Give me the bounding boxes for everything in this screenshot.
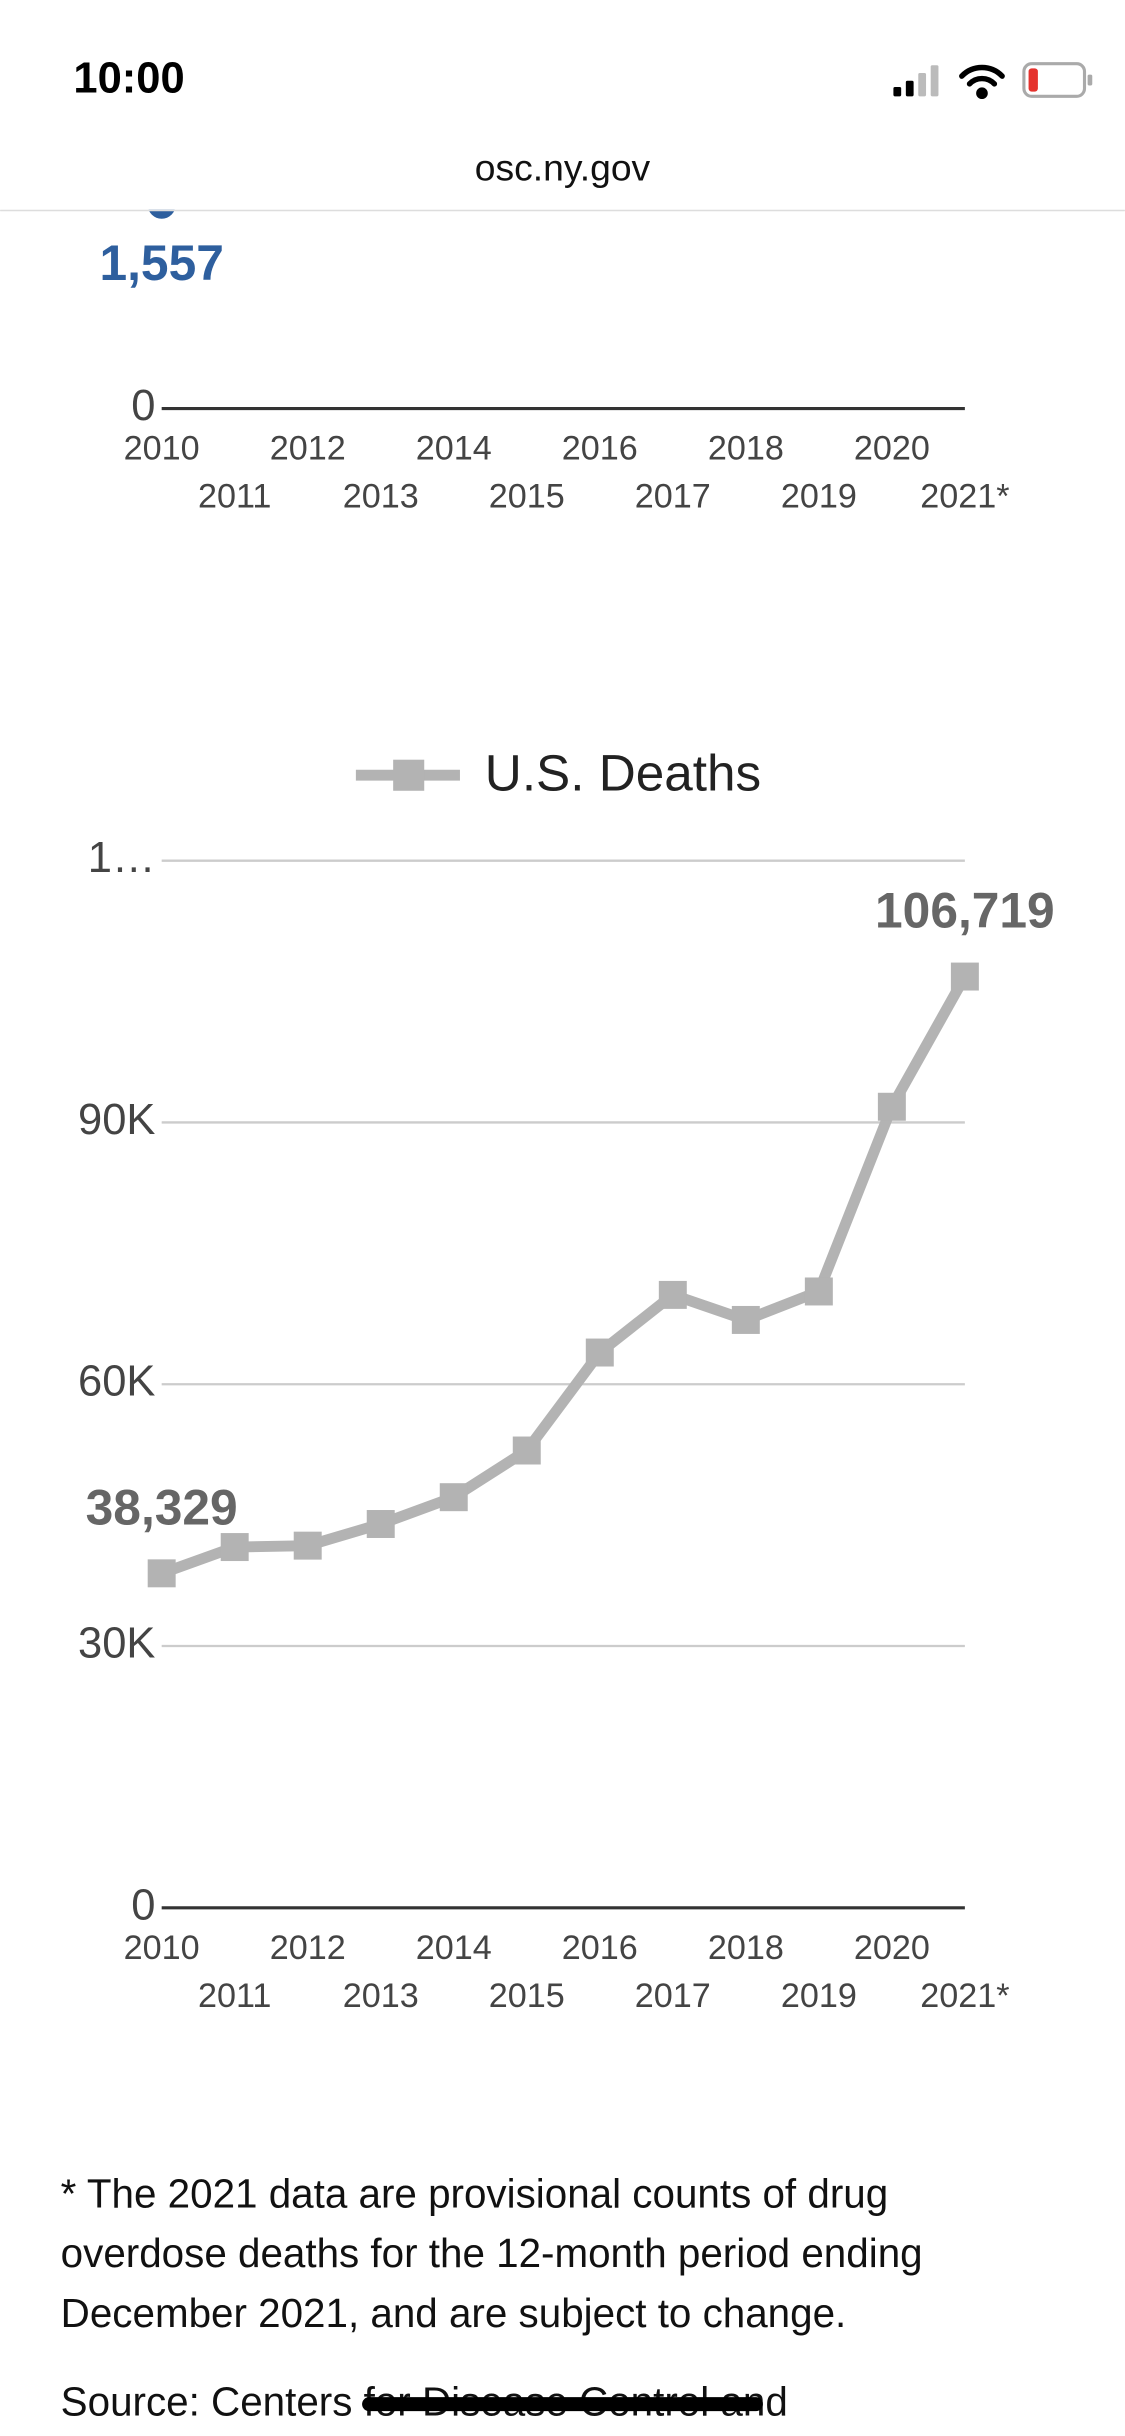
y-tick-label: 30K: [78, 1619, 155, 1667]
x-tick-label: 2014: [416, 430, 492, 468]
x-tick-label: 2015: [489, 478, 565, 516]
home-indicator: [362, 2397, 763, 2412]
data-label: 1,557: [99, 235, 223, 291]
data-label: 106,719: [875, 883, 1055, 939]
x-tick-label: 2018: [708, 430, 784, 468]
y-tick-label: 0: [131, 382, 155, 430]
x-tick-label: 2014: [416, 1929, 492, 1967]
x-tick-label: 2020: [854, 430, 930, 468]
point-marker: [366, 1510, 395, 1538]
wifi-icon: [959, 64, 1005, 100]
point-marker: [512, 1436, 541, 1465]
x-tick-label: 2017: [635, 1977, 711, 2015]
x-tick-label: 2016: [562, 430, 638, 468]
x-tick-label: 2012: [270, 1929, 346, 1967]
footnote: * The 2021 data are provisional counts o…: [61, 2170, 923, 2424]
x-tick-label: 2012: [270, 430, 346, 468]
x-tick-label: 2016: [562, 1929, 638, 1967]
point-marker: [658, 1280, 687, 1309]
x-tick-label: 2010: [124, 1929, 200, 1967]
x-tick-label: 2010: [124, 430, 200, 468]
y-tick-label: 90K: [78, 1096, 155, 1144]
address-url[interactable]: osc.ny.gov: [475, 147, 651, 189]
footnote-line: overdose deaths for the 12-month period …: [61, 2230, 923, 2276]
x-tick-label: 2019: [781, 478, 857, 516]
legend-label: U.S. Deaths: [485, 744, 761, 801]
data-label: 38,329: [86, 1479, 238, 1535]
status-time: 10:00: [73, 54, 184, 102]
header-background: [0, 0, 1125, 210]
point-marker: [804, 1277, 833, 1306]
footnote-line: * The 2021 data are provisional counts o…: [61, 2170, 889, 2216]
point-marker: [147, 1559, 176, 1588]
x-tick-label: 2019: [781, 1977, 857, 2015]
x-tick-label: 2013: [343, 1977, 419, 2015]
x-tick-label: 2021*: [920, 478, 1009, 516]
x-tick-label: 2021*: [920, 1977, 1009, 2015]
x-tick-label: 2011: [198, 1977, 271, 2015]
point-marker: [877, 1092, 906, 1121]
point-marker: [585, 1338, 614, 1367]
point-marker: [220, 1533, 249, 1562]
point-marker: [950, 962, 979, 991]
legend-marker: [393, 759, 425, 791]
battery-icon: [1022, 62, 1093, 98]
footnote-line: December 2021, and are subject to change…: [61, 2290, 847, 2336]
signal-icon: [893, 65, 939, 97]
series-line: [159, 973, 970, 1579]
x-tick-label: 2015: [489, 1977, 565, 2015]
x-tick-label: 2013: [343, 478, 419, 516]
y-tick-label: 0: [131, 1881, 155, 1929]
y-tick-label: 60K: [78, 1358, 155, 1406]
point-marker: [293, 1531, 322, 1560]
x-tick-label: 2011: [198, 478, 271, 516]
x-tick-label: 2017: [635, 478, 711, 516]
x-tick-label: 2020: [854, 1929, 930, 1967]
x-tick-label: 2018: [708, 1929, 784, 1967]
content: 0201020112012201320142015201620172018201…: [78, 190, 1055, 2015]
y-tick-label: 1…: [88, 834, 156, 882]
point-marker: [439, 1483, 468, 1512]
point-marker: [731, 1305, 760, 1334]
